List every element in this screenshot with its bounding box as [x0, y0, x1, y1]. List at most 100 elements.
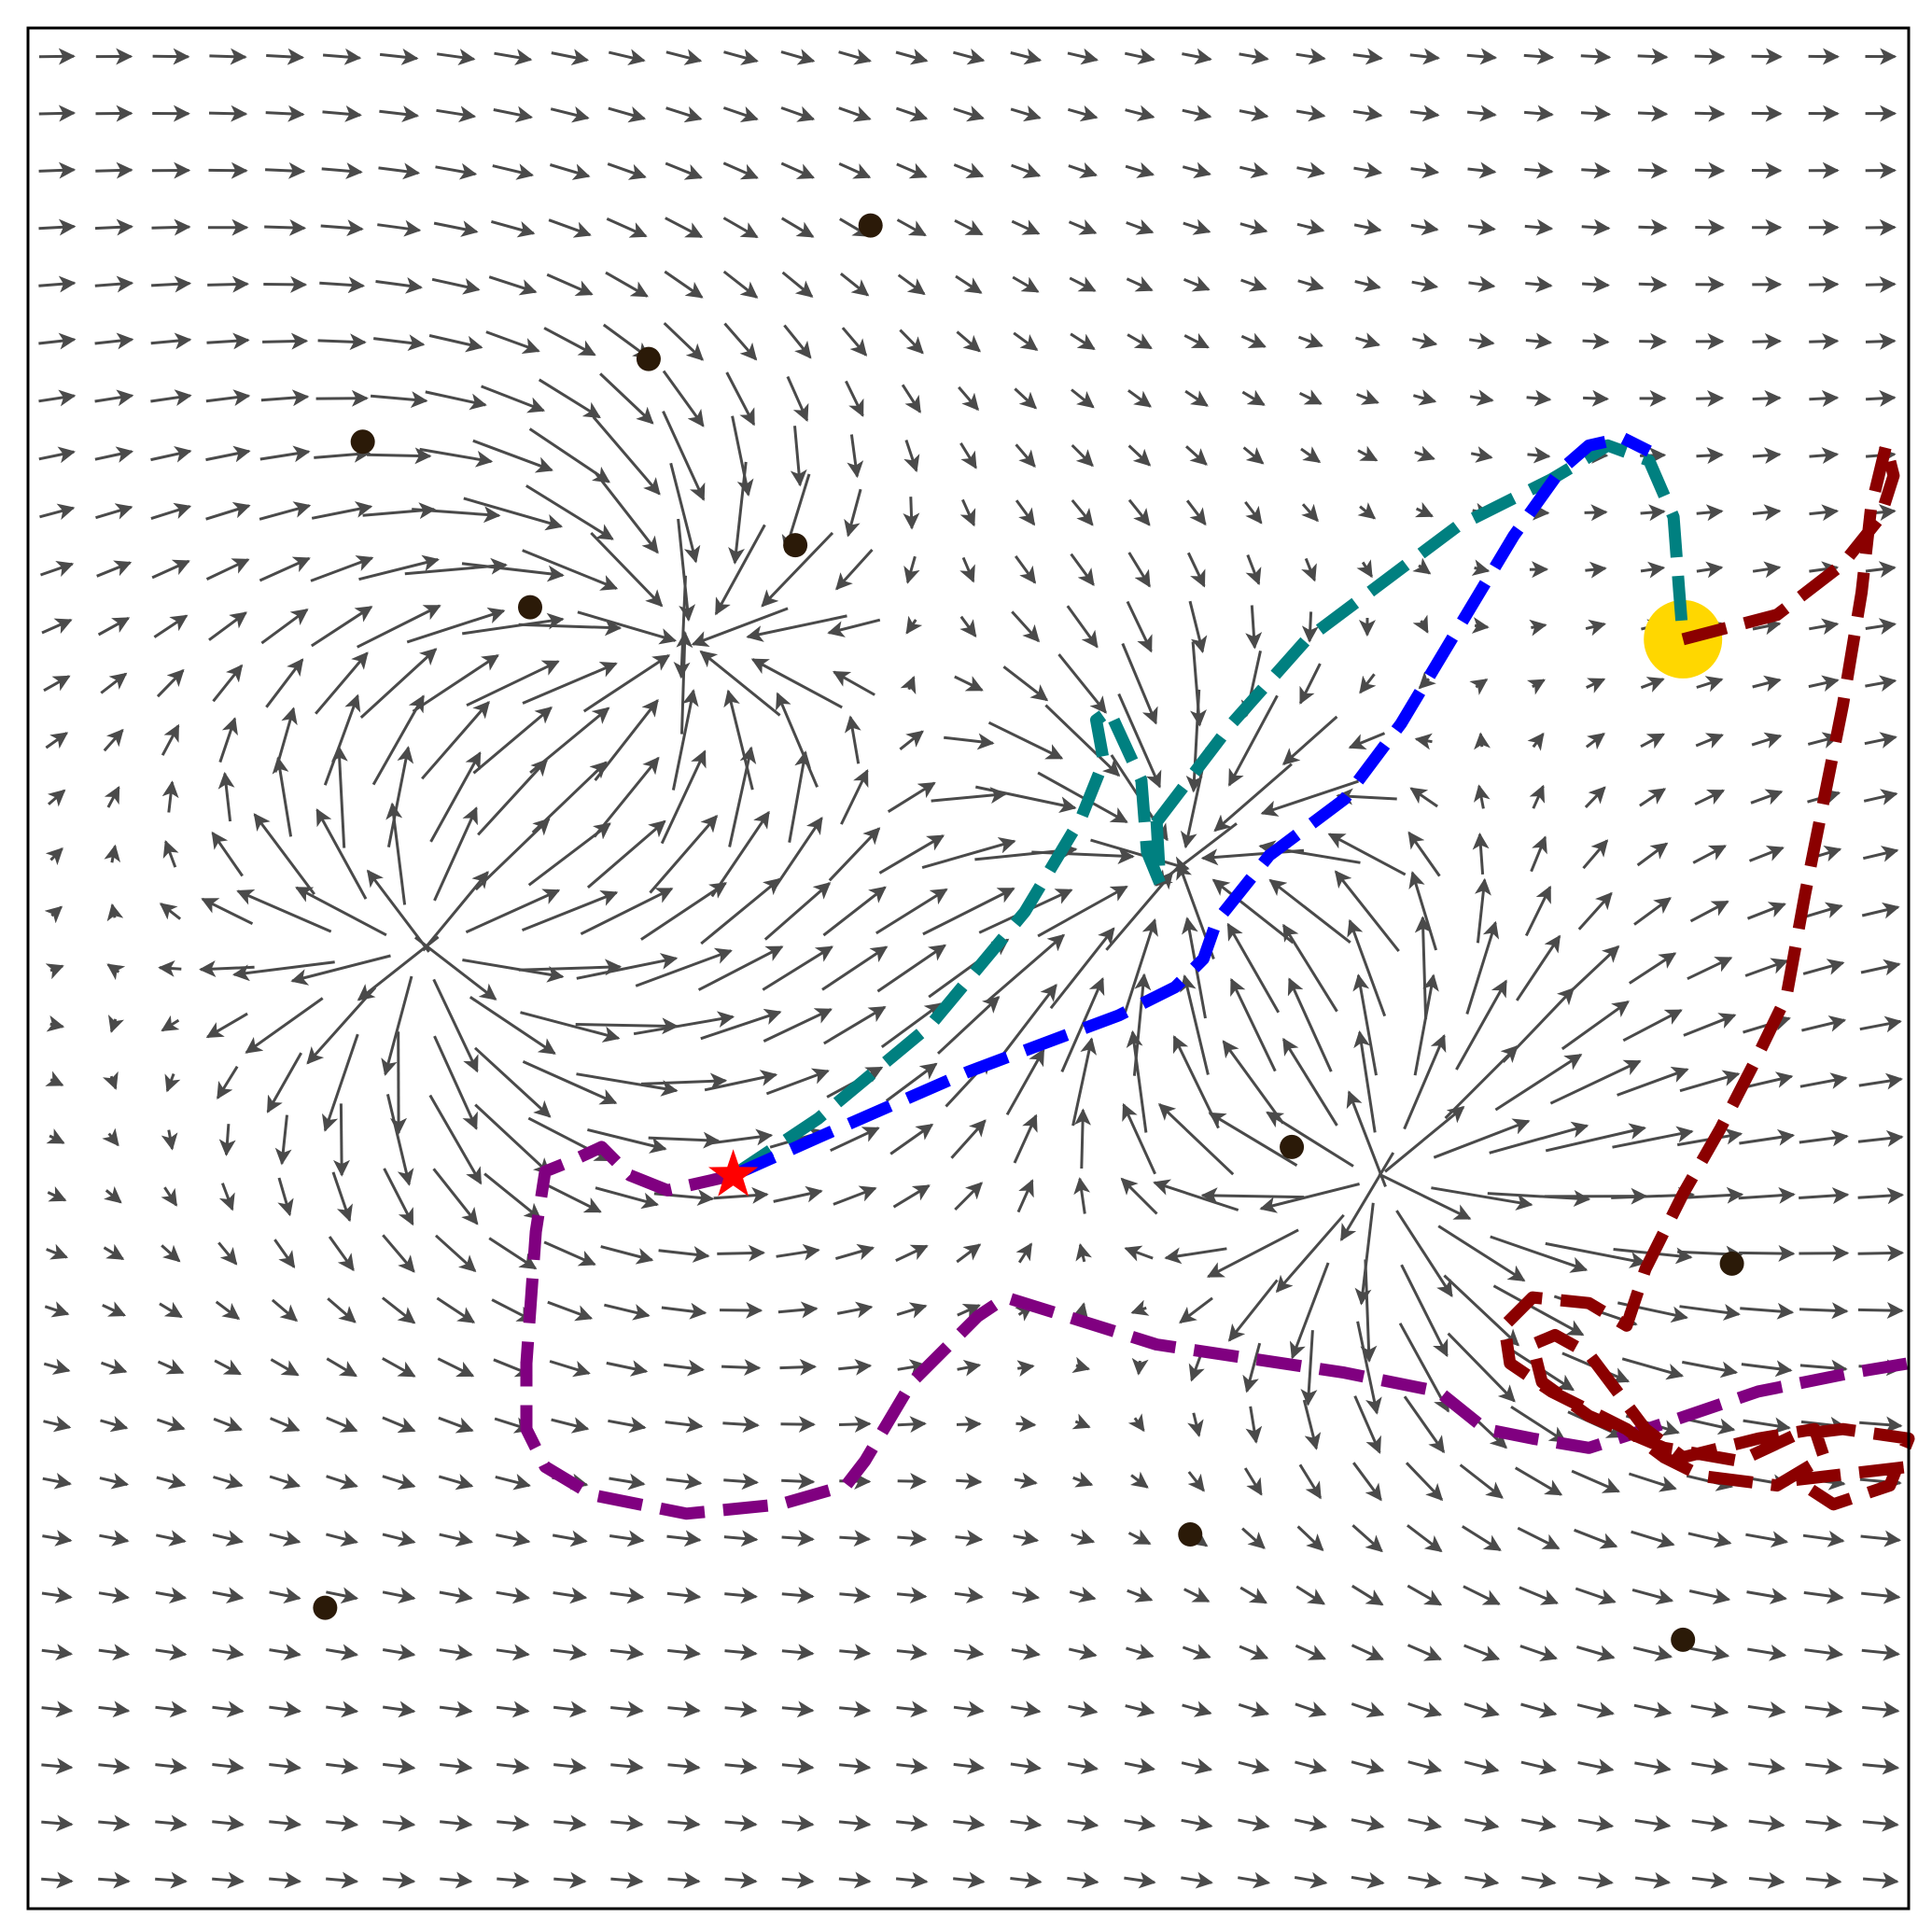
field-arrow	[216, 1065, 239, 1100]
field-arrow	[1298, 389, 1323, 405]
field-arrow	[1582, 839, 1609, 870]
field-arrow	[604, 1303, 651, 1321]
field-arrow	[839, 273, 870, 297]
field-arrow	[1353, 218, 1382, 236]
plot-frame	[26, 26, 1911, 1911]
field-arrow	[1809, 504, 1840, 522]
field-arrow	[713, 1186, 769, 1204]
field-arrow	[1577, 891, 1613, 931]
field-arrow	[771, 817, 823, 892]
field-arrow	[1015, 1242, 1033, 1264]
field-arrow	[609, 1587, 645, 1604]
field-arrow	[497, 1814, 530, 1832]
field-arrow	[270, 1416, 301, 1433]
field-arrow	[215, 1300, 241, 1321]
field-arrow	[1739, 1128, 1796, 1146]
field-arrow	[1688, 1588, 1731, 1605]
field-arrow	[1010, 1871, 1043, 1889]
field-arrow	[483, 1172, 542, 1221]
field-arrow	[704, 1070, 778, 1092]
field-arrow	[790, 426, 807, 487]
field-arrow	[496, 1701, 530, 1718]
field-arrow	[379, 48, 419, 65]
field-arrow	[1407, 1584, 1443, 1606]
field-arrow	[497, 1871, 530, 1889]
field-arrow	[1359, 673, 1377, 694]
field-arrow	[436, 1296, 476, 1324]
field-arrow	[1351, 1758, 1385, 1775]
field-arrow	[1638, 161, 1668, 179]
field-arrow	[152, 48, 190, 65]
field-arrow	[549, 163, 591, 180]
field-arrow	[838, 162, 872, 179]
field-arrow	[586, 819, 666, 889]
field-arrow	[253, 813, 316, 895]
field-arrow	[1351, 1584, 1384, 1606]
field-arrow	[212, 1701, 245, 1718]
field-arrow	[162, 840, 179, 868]
field-arrow	[777, 1301, 819, 1319]
field-arrow	[1073, 1108, 1091, 1169]
field-arrow	[1803, 1587, 1844, 1604]
field-arrow	[269, 1757, 301, 1775]
field-arrow	[1410, 218, 1439, 236]
field-arrow	[1407, 1814, 1442, 1832]
field-arrow	[1268, 878, 1351, 944]
field-arrow	[956, 1416, 982, 1434]
field-arrow	[263, 275, 308, 293]
field-arrow	[1352, 105, 1383, 122]
field-arrow	[776, 1243, 820, 1261]
field-arrow	[1414, 501, 1435, 518]
field-arrow	[212, 1871, 245, 1889]
field-arrow	[269, 1530, 301, 1547]
field-arrow	[412, 506, 501, 524]
trajectories	[520, 431, 1915, 1520]
field-arrow	[151, 275, 192, 293]
field-arrow	[155, 1644, 188, 1661]
field-arrow	[259, 445, 311, 463]
field-arrow	[150, 445, 192, 463]
arrow-field	[38, 48, 1905, 1889]
field-arrow	[1354, 1202, 1375, 1306]
field-arrow	[1748, 845, 1785, 862]
field-arrow	[1005, 1048, 1045, 1116]
field-arrow	[1297, 275, 1324, 292]
field-arrow	[290, 954, 391, 986]
field-arrow	[1691, 1814, 1729, 1832]
field-arrow	[1580, 105, 1612, 122]
field-arrow	[1545, 1123, 1646, 1153]
field-arrow	[212, 664, 244, 703]
field-arrow	[953, 1757, 986, 1775]
field-arrow	[277, 1177, 294, 1217]
field-arrow	[245, 997, 324, 1054]
field-arrow	[1466, 48, 1498, 65]
field-arrow	[595, 1186, 660, 1210]
field-arrow	[1360, 1259, 1378, 1363]
field-arrow	[1437, 1225, 1526, 1282]
obstacle-dot	[1280, 1134, 1305, 1159]
field-arrow	[1301, 503, 1319, 523]
field-arrow	[1617, 1066, 1689, 1097]
field-arrow	[1183, 332, 1210, 349]
field-arrow	[1357, 502, 1377, 520]
field-arrow	[1011, 219, 1041, 235]
field-arrow	[274, 1114, 292, 1166]
field-arrow	[547, 1300, 594, 1322]
obstacle-dot	[313, 1595, 338, 1620]
field-arrow	[1576, 1701, 1615, 1718]
field-arrow	[383, 1871, 416, 1889]
field-arrow	[41, 618, 73, 635]
field-arrow	[1356, 559, 1373, 579]
field-arrow	[1463, 1701, 1500, 1718]
field-arrow	[1804, 1644, 1844, 1661]
field-arrow	[649, 814, 719, 894]
field-arrow	[664, 270, 704, 299]
field-arrow	[587, 1127, 667, 1154]
field-arrow	[839, 1644, 872, 1661]
field-arrow	[496, 1587, 531, 1604]
field-arrow	[889, 1123, 934, 1155]
field-arrow	[721, 1359, 762, 1377]
field-arrow	[495, 1473, 531, 1491]
field-arrow	[1748, 1814, 1785, 1832]
field-arrow	[1239, 1586, 1267, 1604]
